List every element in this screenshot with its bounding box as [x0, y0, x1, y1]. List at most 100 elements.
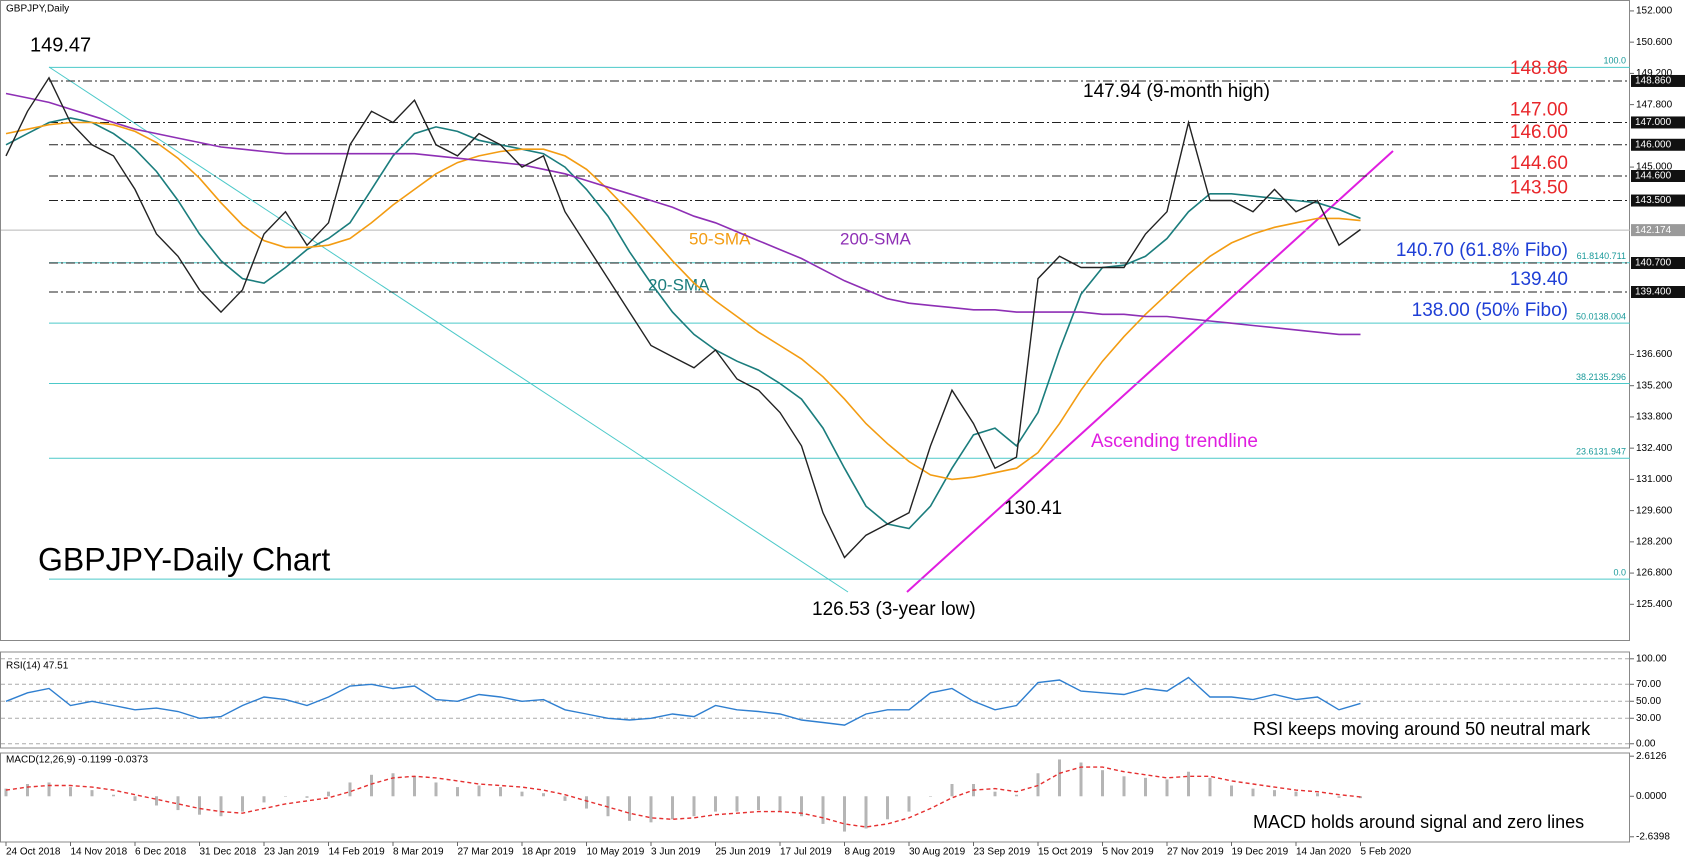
y-tick-label: 100.00: [1636, 653, 1667, 664]
annotation: 147.94 (9-month high): [1083, 81, 1270, 102]
histogram-bar: [1058, 759, 1061, 797]
histogram-bar: [327, 791, 330, 797]
level-box: [1631, 194, 1685, 207]
histogram-bar: [348, 782, 352, 797]
annotation: 149.47: [30, 34, 91, 56]
level-note: 146.00: [1510, 122, 1568, 143]
signal-line: [5, 766, 1361, 828]
level-note: 139.40: [1510, 269, 1568, 290]
x-tick-label: 8 Mar 2019: [393, 847, 444, 858]
histogram-bar: [176, 796, 180, 811]
histogram-bar: [434, 782, 438, 797]
histogram-bar: [585, 796, 588, 809]
histogram-bar: [563, 796, 567, 801]
fibo-label: 0.0: [1613, 567, 1626, 577]
histogram-bar: [241, 796, 244, 812]
x-tick-label: 27 Nov 2019: [1167, 847, 1224, 858]
histogram-bar: [1122, 776, 1126, 797]
indicator-line: [5, 121, 1361, 481]
histogram-bar: [714, 796, 717, 812]
fibo-label: 23.6131.947: [1576, 447, 1626, 457]
y-tick-label: 129.600: [1636, 505, 1673, 516]
histogram-bar: [757, 796, 760, 811]
histogram-bar: [26, 783, 29, 797]
chart-title: GBPJPY,Daily: [6, 4, 69, 15]
histogram-bar: [800, 796, 803, 817]
histogram-bar: [413, 776, 416, 797]
fibo-label: 50.0138.004: [1576, 312, 1626, 322]
x-tick-label: 8 Aug 2019: [845, 847, 896, 858]
histogram-bar: [499, 787, 502, 797]
macd-title: MACD(12,26,9) -0.1199 -0.0373: [6, 755, 149, 766]
histogram-bar: [520, 791, 524, 797]
histogram-bar: [843, 796, 846, 832]
level-box: [1631, 170, 1685, 182]
histogram-bar: [542, 793, 545, 797]
price-line: [5, 76, 1361, 559]
level-box: [1631, 116, 1685, 129]
histogram-bar: [477, 785, 481, 797]
x-tick-label: 14 Jan 2020: [1296, 847, 1351, 858]
histogram-bar: [692, 796, 696, 817]
y-tick-label: 136.600: [1636, 349, 1673, 360]
x-tick-label: 23 Sep 2019: [974, 847, 1031, 858]
rsi-title: RSI(14) 47.51: [6, 661, 69, 672]
histogram-bar: [864, 796, 868, 829]
fibo-label: 100.0: [1603, 56, 1626, 66]
histogram-bar: [1165, 779, 1169, 797]
fibo-label: 61.8140.711: [1577, 251, 1626, 261]
annotation: 130.41: [1004, 498, 1062, 519]
histogram-bar: [155, 796, 158, 806]
annotation: 126.53 (3-year low): [812, 599, 976, 620]
series-label: 200-SMA: [840, 229, 912, 248]
level-note: 140.70 (61.8% Fibo): [1396, 240, 1568, 261]
series-label: 50-SMA: [689, 229, 751, 248]
histogram-bar: [821, 796, 825, 824]
histogram-bar: [1036, 773, 1040, 797]
y-tick-label: 133.800: [1636, 412, 1673, 423]
histogram-bar: [649, 796, 653, 823]
histogram-bar: [305, 796, 309, 798]
histogram-bar: [1144, 777, 1147, 797]
level-label: 144.600: [1635, 171, 1672, 182]
histogram-bar: [950, 783, 954, 797]
histogram-bar: [735, 796, 739, 812]
x-tick-label: 25 Jun 2019: [716, 847, 771, 858]
level-label: 139.400: [1635, 287, 1672, 298]
x-tick-label: 31 Dec 2018: [200, 847, 257, 858]
histogram-bar: [219, 796, 223, 817]
y-tick-label: 30.00: [1636, 713, 1661, 724]
y-tick-label: 149.200: [1636, 68, 1673, 79]
level-box: [1631, 74, 1685, 87]
histogram-bar: [133, 796, 137, 801]
histogram-bar: [1316, 793, 1319, 797]
x-tick-label: 19 Dec 2019: [1232, 847, 1289, 858]
rsi-annotation: RSI keeps moving around 50 neutral mark: [1253, 719, 1591, 739]
y-tick-label: 128.200: [1636, 536, 1673, 547]
x-tick-label: 30 Aug 2019: [909, 847, 966, 858]
histogram-bar: [112, 794, 115, 797]
histogram-bar: [1208, 777, 1212, 797]
y-tick-label: -2.6398: [1636, 831, 1670, 842]
y-tick-label: 147.800: [1636, 99, 1673, 110]
histogram-bar: [1251, 788, 1255, 797]
histogram-bar: [1187, 771, 1190, 797]
y-tick-label: 50.00: [1636, 696, 1661, 707]
histogram-bar: [4, 788, 8, 797]
level-box: [1631, 257, 1685, 269]
histogram-bar: [1337, 796, 1341, 798]
histogram-bar: [370, 774, 373, 797]
histogram-bar: [69, 787, 72, 797]
level-note: 138.00 (50% Fibo): [1412, 300, 1568, 321]
level-label: 140.700: [1635, 258, 1672, 269]
histogram-bar: [1294, 791, 1298, 797]
histogram-bar: [391, 773, 395, 797]
x-tick-label: 23 Jan 2019: [264, 847, 319, 858]
x-tick-label: 27 Mar 2019: [458, 847, 515, 858]
y-tick-label: 125.400: [1636, 599, 1673, 610]
histogram-bar: [1015, 794, 1018, 797]
y-tick-label: 150.600: [1636, 37, 1673, 48]
x-tick-label: 15 Oct 2019: [1038, 847, 1093, 858]
macd-panel: [0, 752, 1630, 843]
